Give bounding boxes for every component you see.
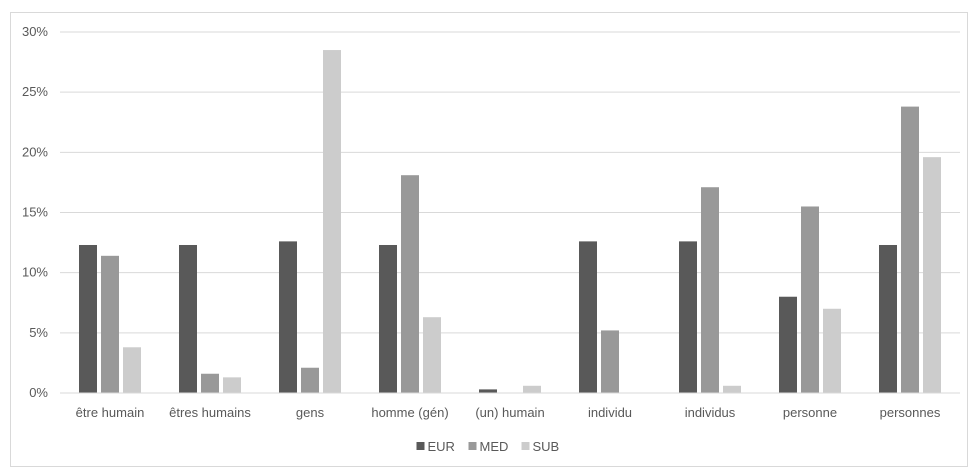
bar-sub [923,157,941,393]
x-tick-label: personne [783,405,837,420]
y-tick-label: 20% [22,144,48,159]
bars [79,50,941,394]
bar-sub [223,377,241,393]
bar-eur [879,244,897,393]
bar-med [601,330,619,393]
bar-eur [79,244,97,393]
bar-eur [279,241,297,393]
y-tick-label: 0% [29,385,48,400]
legend-label-med: MED [480,439,509,454]
x-tick-label: (un) humain [475,405,544,420]
x-tick-label: homme (gén) [371,405,448,420]
bar-sub [723,385,741,393]
x-tick-label: gens [296,405,325,420]
bar-eur [479,389,497,393]
bar-sub [123,347,141,393]
bar-sub [423,317,441,393]
bar-eur [179,244,197,393]
y-tick-label: 15% [22,205,48,220]
chart-frame [10,12,968,467]
bar-sub [523,385,541,393]
x-tick-label: être humain [76,405,145,420]
y-axis-tick-labels: 0% 5% 10% 15% 20% 25% 30% [22,24,48,400]
bar-med [901,106,919,394]
legend-swatch-eur [416,442,425,450]
bar-med [801,206,819,393]
legend-label-eur: EUR [428,439,455,454]
y-tick-label: 30% [22,24,48,39]
y-tick-label: 10% [22,265,48,280]
y-tick-label: 25% [22,84,48,99]
bar-med [701,187,719,393]
x-axis-tick-labels: être humain êtres humains gens homme (gén) (… [76,405,941,420]
x-tick-label: êtres humains [169,405,251,420]
x-tick-label: personnes [880,405,941,420]
bar-eur [779,296,797,393]
bar-med [301,367,319,393]
bar-sub [323,50,341,394]
bar-eur [379,244,397,393]
x-tick-label: individu [588,405,632,420]
legend-swatch-med [468,442,477,450]
bar-med [201,373,219,393]
y-tick-label: 5% [29,325,48,340]
bar-med [401,175,419,393]
legend: EUR MED SUB [416,439,560,454]
bar-sub [823,308,841,393]
x-tick-label: individus [685,405,736,420]
legend-swatch-sub [521,442,530,450]
bar-med [101,255,119,393]
bar-eur [679,241,697,393]
legend-label-sub: SUB [533,439,560,454]
bar-eur [579,241,597,393]
